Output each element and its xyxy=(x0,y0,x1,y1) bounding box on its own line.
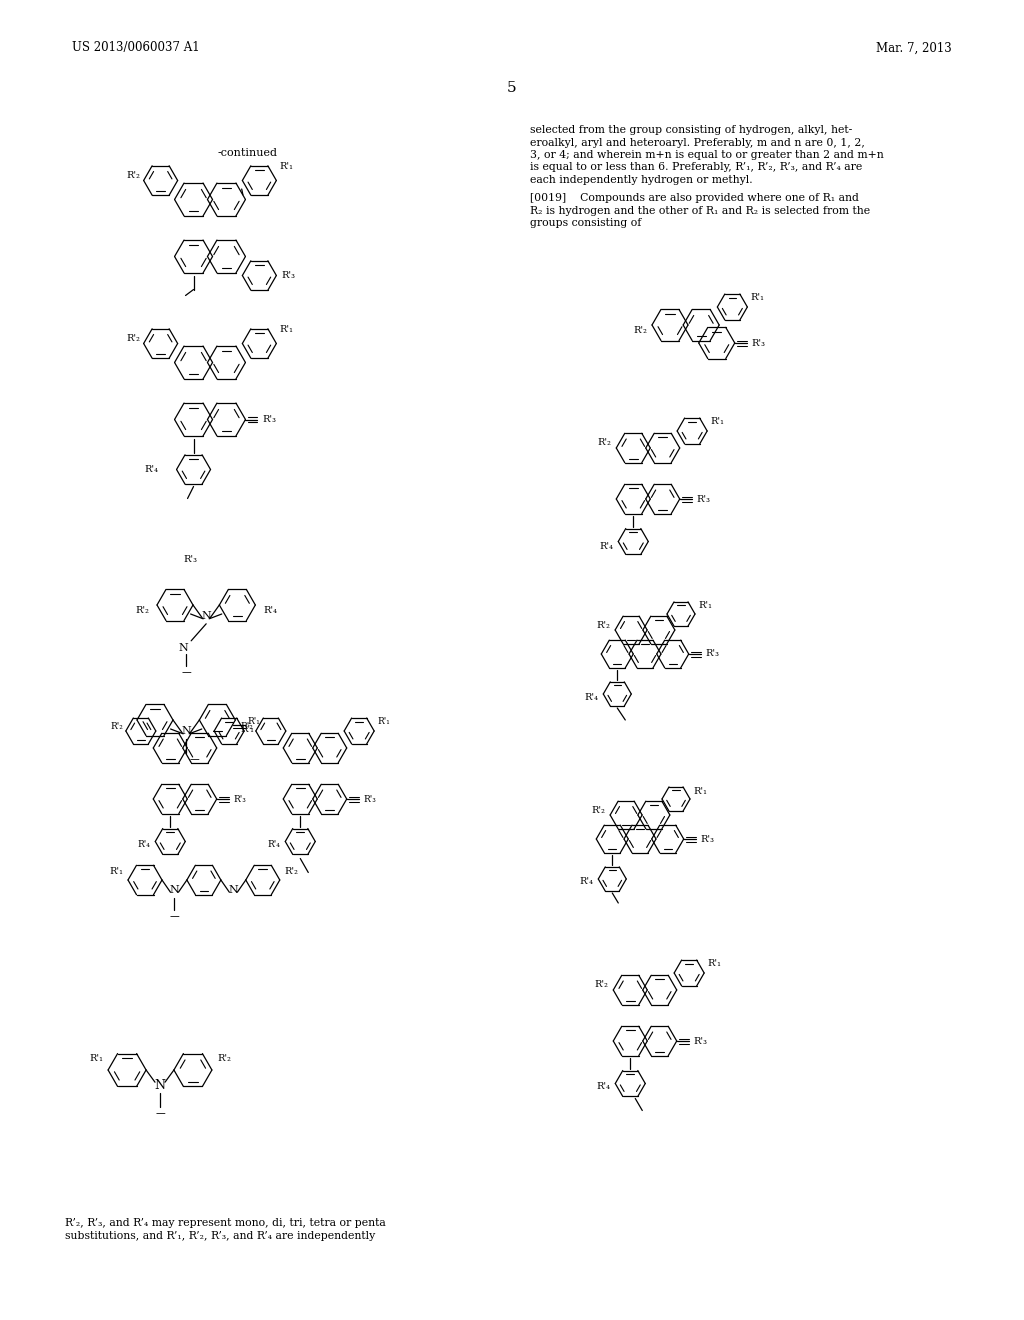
Text: groups consisting of: groups consisting of xyxy=(530,218,641,228)
Text: R'₁: R'₁ xyxy=(247,718,260,726)
Text: R'₂: R'₂ xyxy=(135,606,150,615)
Text: R'₁: R'₁ xyxy=(377,718,390,726)
Text: —: — xyxy=(189,754,199,764)
Text: N: N xyxy=(178,643,188,653)
Text: 5: 5 xyxy=(507,81,517,95)
Text: R’₂, R’₃, and R’₄ may represent mono, di, tri, tetra or penta: R’₂, R’₃, and R’₄ may represent mono, di… xyxy=(65,1218,386,1228)
Text: each independently hydrogen or methyl.: each independently hydrogen or methyl. xyxy=(530,176,753,185)
Text: N: N xyxy=(228,886,239,895)
Text: R'₂: R'₂ xyxy=(285,867,299,876)
Text: N: N xyxy=(181,726,191,735)
Text: R'₂: R'₂ xyxy=(217,1055,230,1063)
Text: R'₃: R'₃ xyxy=(364,795,377,804)
Text: R'₂: R'₂ xyxy=(240,722,253,731)
Text: R'₁: R'₁ xyxy=(89,1055,103,1063)
Text: R₂ is hydrogen and the other of R₁ and R₂ is selected from the: R₂ is hydrogen and the other of R₁ and R… xyxy=(530,206,870,215)
Text: R'₂: R'₂ xyxy=(127,170,140,180)
Text: R'₃: R'₃ xyxy=(706,649,720,659)
Text: R'₁: R'₁ xyxy=(708,958,721,968)
Text: R'₄: R'₄ xyxy=(137,840,151,849)
Text: Mar. 7, 2013: Mar. 7, 2013 xyxy=(877,41,952,54)
Text: R'₂: R'₂ xyxy=(110,722,123,731)
Text: R'₁: R'₁ xyxy=(751,293,764,301)
Text: N: N xyxy=(202,611,211,620)
Text: R'₁: R'₁ xyxy=(280,162,293,172)
Text: R'₃: R'₃ xyxy=(183,556,197,565)
Text: [0019]    Compounds are also provided where one of R₁ and: [0019] Compounds are also provided where… xyxy=(530,193,859,203)
Text: N: N xyxy=(155,1078,166,1092)
Text: R'₄: R'₄ xyxy=(585,693,598,701)
Text: R'₄: R'₄ xyxy=(144,465,159,474)
Text: R'₂: R'₂ xyxy=(633,326,647,335)
Text: substitutions, and R’₁, R’₂, R’₃, and R’₄ are independently: substitutions, and R’₁, R’₂, R’₃, and R’… xyxy=(65,1232,375,1241)
Text: R'₁: R'₁ xyxy=(693,787,707,796)
Text: R'₃: R'₃ xyxy=(262,414,276,424)
Text: R'₂: R'₂ xyxy=(594,981,608,990)
Text: eroalkyl, aryl and heteroaryl. Preferably, m and n are 0, 1, 2,: eroalkyl, aryl and heteroaryl. Preferabl… xyxy=(530,137,865,148)
Text: -continued: -continued xyxy=(218,148,278,158)
Text: R'₂: R'₂ xyxy=(596,620,610,630)
Text: R'₃: R'₃ xyxy=(233,795,247,804)
Text: R'₄: R'₄ xyxy=(580,878,593,887)
Text: 3, or 4; and wherein m+n is equal to or greater than 2 and m+n: 3, or 4; and wherein m+n is equal to or … xyxy=(530,150,884,160)
Text: R'₁: R'₁ xyxy=(711,417,724,425)
Text: R'₁: R'₁ xyxy=(698,602,712,610)
Text: —: — xyxy=(155,1109,165,1118)
Text: selected from the group consisting of hydrogen, alkyl, het-: selected from the group consisting of hy… xyxy=(530,125,852,135)
Text: R'₃: R'₃ xyxy=(752,338,766,347)
Text: R'₄: R'₄ xyxy=(267,840,281,849)
Text: R'₃: R'₃ xyxy=(700,834,715,843)
Text: R'₃: R'₃ xyxy=(696,495,711,503)
Text: R'₁: R'₁ xyxy=(109,867,123,876)
Text: R'₃: R'₃ xyxy=(282,271,295,280)
Text: R'₂: R'₂ xyxy=(591,805,605,814)
Text: R'₄: R'₄ xyxy=(596,1082,610,1092)
Text: —: — xyxy=(170,911,179,921)
Text: R'₁: R'₁ xyxy=(241,725,254,734)
Text: R'₁: R'₁ xyxy=(280,326,293,334)
Text: US 2013/0060037 A1: US 2013/0060037 A1 xyxy=(72,41,200,54)
Text: R'₂: R'₂ xyxy=(127,334,140,343)
Text: is equal to or less than 6. Preferably, R’₁, R’₂, R’₃, and R’₄ are: is equal to or less than 6. Preferably, … xyxy=(530,162,862,173)
Text: R'₂: R'₂ xyxy=(597,438,611,447)
Text: R'₃: R'₃ xyxy=(693,1036,708,1045)
Text: —: — xyxy=(181,667,191,677)
Text: R'₄: R'₄ xyxy=(263,606,278,615)
Text: N: N xyxy=(170,886,179,895)
Text: R'₄: R'₄ xyxy=(599,543,613,550)
